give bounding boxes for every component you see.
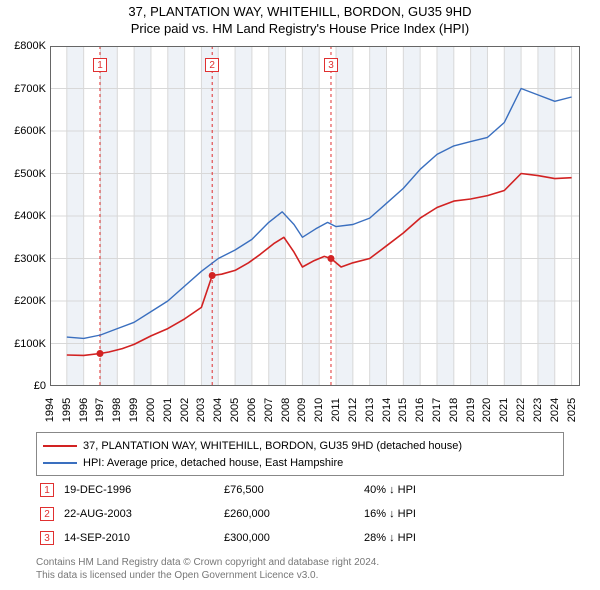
x-axis-label: 2002 — [179, 398, 191, 422]
attribution-line: Contains HM Land Registry data © Crown c… — [36, 556, 564, 569]
sale-badge: 3 — [40, 531, 54, 545]
sale-diff: 28% ↓ HPI — [364, 532, 416, 544]
sale-price: £76,500 — [224, 484, 354, 496]
x-axis-label: 2012 — [347, 398, 359, 422]
x-axis-label: 2003 — [196, 398, 208, 422]
chart-container: 37, PLANTATION WAY, WHITEHILL, BORDON, G… — [0, 0, 600, 590]
x-axis-label: 1995 — [61, 398, 73, 422]
x-axis-label: 2022 — [515, 398, 527, 422]
x-axis-label: 2020 — [482, 398, 494, 422]
x-axis-label: 2014 — [381, 398, 393, 422]
legend-label: HPI: Average price, detached house, East… — [83, 457, 343, 469]
y-axis-label: £0 — [0, 380, 46, 392]
x-axis-label: 2019 — [465, 398, 477, 422]
x-axis-label: 2008 — [280, 398, 292, 422]
x-axis-label: 2025 — [566, 398, 578, 422]
y-axis-label: £500K — [0, 168, 46, 180]
x-axis-label: 2015 — [398, 398, 410, 422]
x-axis-label: 2013 — [364, 398, 376, 422]
sale-row: 1 19-DEC-1996 £76,500 40% ↓ HPI — [36, 478, 564, 502]
x-axis-label: 2021 — [499, 398, 511, 422]
chart-area: £0£100K£200K£300K£400K£500K£600K£700K£80… — [50, 46, 580, 386]
x-axis-label: 2011 — [330, 398, 342, 422]
sale-diff: 16% ↓ HPI — [364, 508, 416, 520]
y-axis-label: £200K — [0, 295, 46, 307]
x-axis-label: 1996 — [78, 398, 90, 422]
legend-label: 37, PLANTATION WAY, WHITEHILL, BORDON, G… — [83, 440, 462, 452]
x-axis-label: 2016 — [414, 398, 426, 422]
x-axis-label: 1997 — [95, 398, 107, 422]
x-axis-label: 2017 — [431, 398, 443, 422]
y-axis-label: £700K — [0, 83, 46, 95]
legend-row: 37, PLANTATION WAY, WHITEHILL, BORDON, G… — [43, 437, 557, 454]
chart-sale-marker: 3 — [324, 58, 338, 72]
chart-sale-marker: 2 — [205, 58, 219, 72]
x-axis-label: 2018 — [448, 398, 460, 422]
y-axis-label: £800K — [0, 40, 46, 52]
sales-table: 1 19-DEC-1996 £76,500 40% ↓ HPI 2 22-AUG… — [36, 478, 564, 550]
legend-swatch — [43, 462, 77, 464]
x-axis-label: 2007 — [263, 398, 275, 422]
x-axis-label: 2000 — [145, 398, 157, 422]
legend-row: HPI: Average price, detached house, East… — [43, 454, 557, 471]
x-axis-label: 2009 — [297, 398, 309, 422]
x-axis-label: 2001 — [162, 398, 174, 422]
sale-row: 2 22-AUG-2003 £260,000 16% ↓ HPI — [36, 502, 564, 526]
sale-diff: 40% ↓ HPI — [364, 484, 416, 496]
x-axis-label: 1994 — [44, 398, 56, 422]
y-axis-label: £600K — [0, 125, 46, 137]
attribution: Contains HM Land Registry data © Crown c… — [36, 556, 564, 582]
x-axis-label: 2024 — [549, 398, 561, 422]
sale-date: 19-DEC-1996 — [64, 484, 214, 496]
x-axis-label: 1998 — [112, 398, 124, 422]
x-axis-label: 2010 — [313, 398, 325, 422]
x-axis-label: 2006 — [246, 398, 258, 422]
legend-swatch — [43, 445, 77, 447]
y-axis-label: £300K — [0, 253, 46, 265]
x-axis-label: 2004 — [212, 398, 224, 422]
x-axis-label: 2023 — [532, 398, 544, 422]
title-line-2: Price paid vs. HM Land Registry's House … — [0, 21, 600, 38]
sale-badge: 2 — [40, 507, 54, 521]
sale-price: £300,000 — [224, 532, 354, 544]
sale-badge: 1 — [40, 483, 54, 497]
attribution-line: This data is licensed under the Open Gov… — [36, 569, 564, 582]
sale-date: 22-AUG-2003 — [64, 508, 214, 520]
legend-box: 37, PLANTATION WAY, WHITEHILL, BORDON, G… — [36, 432, 564, 476]
sale-row: 3 14-SEP-2010 £300,000 28% ↓ HPI — [36, 526, 564, 550]
y-axis-label: £100K — [0, 338, 46, 350]
sale-price: £260,000 — [224, 508, 354, 520]
x-axis-label: 1999 — [128, 398, 140, 422]
sale-date: 14-SEP-2010 — [64, 532, 214, 544]
y-axis-label: £400K — [0, 210, 46, 222]
title-line-1: 37, PLANTATION WAY, WHITEHILL, BORDON, G… — [0, 4, 600, 21]
title-block: 37, PLANTATION WAY, WHITEHILL, BORDON, G… — [0, 0, 600, 38]
chart-sale-marker: 1 — [93, 58, 107, 72]
x-axis-label: 2005 — [229, 398, 241, 422]
